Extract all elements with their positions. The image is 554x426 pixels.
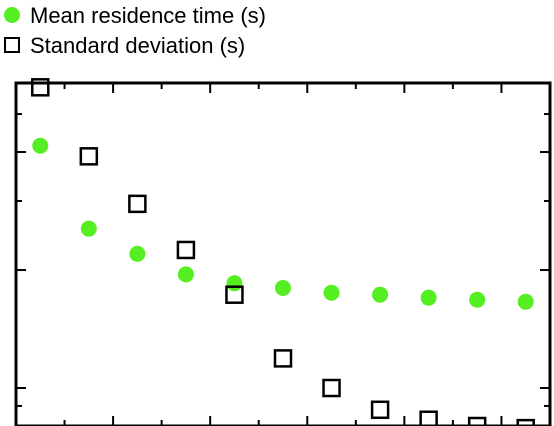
standard-deviation-point: [128, 194, 147, 214]
standard-deviation-point: [79, 147, 99, 166]
mean-residence-time-point: [372, 286, 389, 303]
mean-residence-time-point: [32, 137, 49, 154]
mean-residence-time-point: [323, 284, 340, 301]
mean-residence-time-point: [226, 275, 243, 292]
standard-deviation-point: [176, 240, 196, 260]
standard-deviation-point: [370, 400, 390, 420]
mean-residence-time-point: [420, 289, 437, 306]
legend-marker-standard-deviation: [4, 37, 20, 53]
standard-deviation-point: [467, 416, 487, 426]
legend-label-mean-residence-time: Mean residence time (s): [30, 3, 266, 28]
standard-deviation-point: [31, 78, 50, 97]
axis-ticks: [15, 82, 551, 426]
legend-label-standard-deviation: Standard deviation (s): [30, 33, 245, 58]
mean-residence-time-point: [469, 291, 486, 308]
mean-residence-time-point: [129, 245, 146, 262]
standard-deviation-point: [322, 378, 341, 398]
standard-deviation-point: [516, 418, 535, 426]
standard-deviation-point: [273, 349, 293, 368]
standard-deviation-point: [225, 285, 244, 304]
mean-residence-time-point: [517, 293, 534, 310]
legend-marker-mean-residence-time: [4, 7, 20, 23]
plot-frame: [14, 81, 552, 426]
standard-deviation-point: [419, 410, 438, 426]
series-layer: [31, 78, 535, 426]
mean-residence-time-point: [177, 266, 194, 283]
mean-residence-time-point: [80, 220, 97, 237]
mean-residence-time-point: [275, 279, 291, 296]
legend: Mean residence time (s) Standard deviati…: [4, 3, 266, 58]
